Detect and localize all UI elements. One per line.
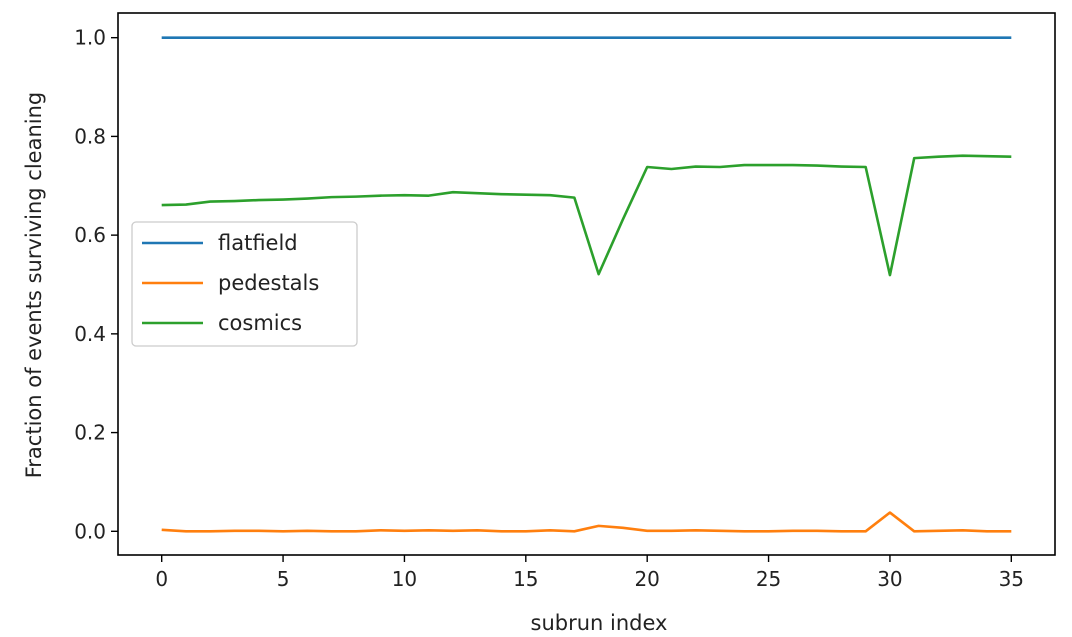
y-tick-label: 1.0 <box>74 26 106 50</box>
y-axis-ticks: 0.0 0.2 0.4 0.6 0.8 1.0 <box>74 26 118 543</box>
y-tick-label: 0.6 <box>74 223 106 247</box>
series-lines <box>161 36 1012 533</box>
x-tick-label: 10 <box>392 567 417 591</box>
legend-box <box>131 221 358 347</box>
y-tick-label: 0.8 <box>74 124 106 148</box>
series-line-pedestals <box>161 511 1012 533</box>
x-tick-label: 0 <box>155 567 168 591</box>
legend-label-cosmics: cosmics <box>218 311 302 335</box>
legend-label-flatfield: flatfield <box>218 231 298 255</box>
y-axis-label: Fraction of events surviving cleaning <box>22 92 46 479</box>
legend-label-pedestals: pedestals <box>218 271 319 295</box>
series-line-cosmics <box>161 154 1012 277</box>
x-tick-label: 35 <box>999 567 1024 591</box>
y-tick-label: 0.0 <box>74 519 106 543</box>
x-tick-label: 15 <box>513 567 538 591</box>
legend: flatfield pedestals cosmics <box>131 221 358 347</box>
x-axis-ticks: 0 5 10 15 20 25 30 35 <box>155 555 1024 591</box>
y-tick-label: 0.4 <box>74 322 106 346</box>
y-tick-label: 0.2 <box>74 421 106 445</box>
x-tick-label: 30 <box>877 567 902 591</box>
x-axis-label: subrun index <box>531 611 668 635</box>
x-tick-label: 5 <box>277 567 290 591</box>
x-tick-label: 25 <box>756 567 781 591</box>
x-tick-label: 20 <box>634 567 659 591</box>
